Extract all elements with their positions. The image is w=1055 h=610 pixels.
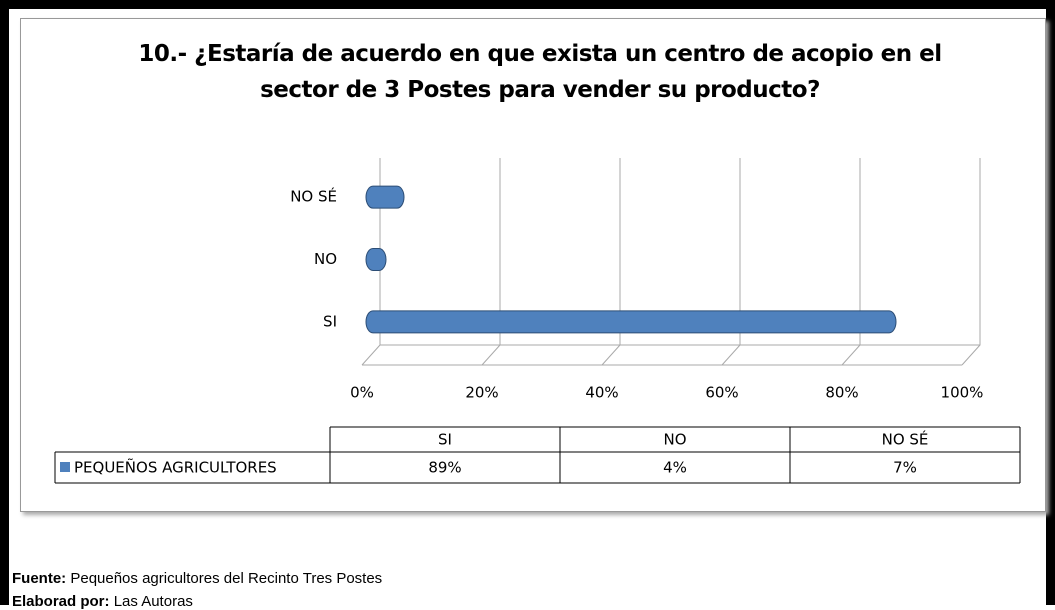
- grid-line: [961, 158, 981, 366]
- table-header: SI: [438, 431, 452, 449]
- footer-label: Fuente:: [12, 570, 67, 587]
- footer-text: Pequeños agricultores del Recinto Tres P…: [70, 570, 383, 587]
- footer-line: Elaborad por: Las Autoras: [12, 593, 193, 610]
- bar: [365, 310, 897, 334]
- grid-line: [721, 158, 741, 366]
- legend-label: PEQUEÑOS AGRICULTORES: [74, 458, 277, 477]
- footer-label: Elaborad por:: [12, 593, 110, 610]
- footer-line: Fuente: Pequeños agricultores del Recint…: [12, 570, 382, 587]
- x-tick-label: 100%: [941, 384, 984, 402]
- table-header: NO: [663, 431, 686, 449]
- y-tick-label: SI: [323, 312, 337, 330]
- x-tick-label: 60%: [705, 384, 738, 402]
- x-tick-label: 20%: [465, 384, 498, 402]
- y-tick-label: NO SÉ: [290, 187, 337, 206]
- chart-title: 10.- ¿Estaría de acuerdo en que exista u…: [138, 41, 942, 103]
- x-tick-label: 40%: [585, 384, 618, 402]
- value-label: 7%: [893, 459, 917, 477]
- grid-line: [481, 158, 501, 366]
- value-label: 89%: [428, 459, 461, 477]
- grid-line: [601, 158, 621, 366]
- grid-line: [841, 158, 861, 366]
- y-tick-label: NO: [314, 250, 337, 268]
- value-label: 4%: [663, 459, 687, 477]
- bar: [365, 185, 405, 209]
- bar: [365, 248, 387, 271]
- x-tick-label: 80%: [825, 384, 858, 402]
- legend-swatch: [60, 462, 70, 472]
- table-header: NO SÉ: [882, 430, 929, 449]
- footer-text: Las Autoras: [113, 593, 193, 610]
- x-tick-label: 0%: [350, 384, 374, 402]
- chart-area: [20, 18, 1046, 512]
